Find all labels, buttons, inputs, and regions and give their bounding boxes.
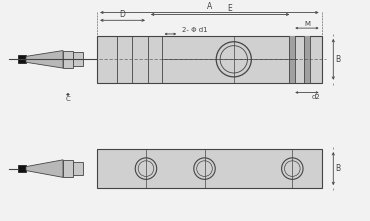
Text: C: C: [65, 96, 70, 102]
Polygon shape: [26, 160, 63, 177]
Text: M: M: [304, 21, 310, 27]
Bar: [18, 55, 26, 63]
Bar: [97, 36, 322, 83]
Text: d2: d2: [312, 94, 320, 101]
Text: 2- Φ d1: 2- Φ d1: [182, 27, 208, 33]
Bar: [304, 36, 310, 83]
Text: B: B: [335, 164, 340, 173]
Bar: [63, 160, 73, 177]
Bar: [97, 149, 322, 188]
Bar: [73, 53, 83, 66]
Bar: [73, 162, 83, 175]
Bar: [63, 51, 73, 68]
Text: B: B: [335, 55, 340, 64]
Text: E: E: [228, 4, 232, 13]
Bar: [18, 165, 26, 173]
Text: A: A: [207, 2, 212, 11]
Text: D: D: [120, 10, 125, 19]
Polygon shape: [26, 51, 63, 68]
Bar: [289, 36, 295, 83]
